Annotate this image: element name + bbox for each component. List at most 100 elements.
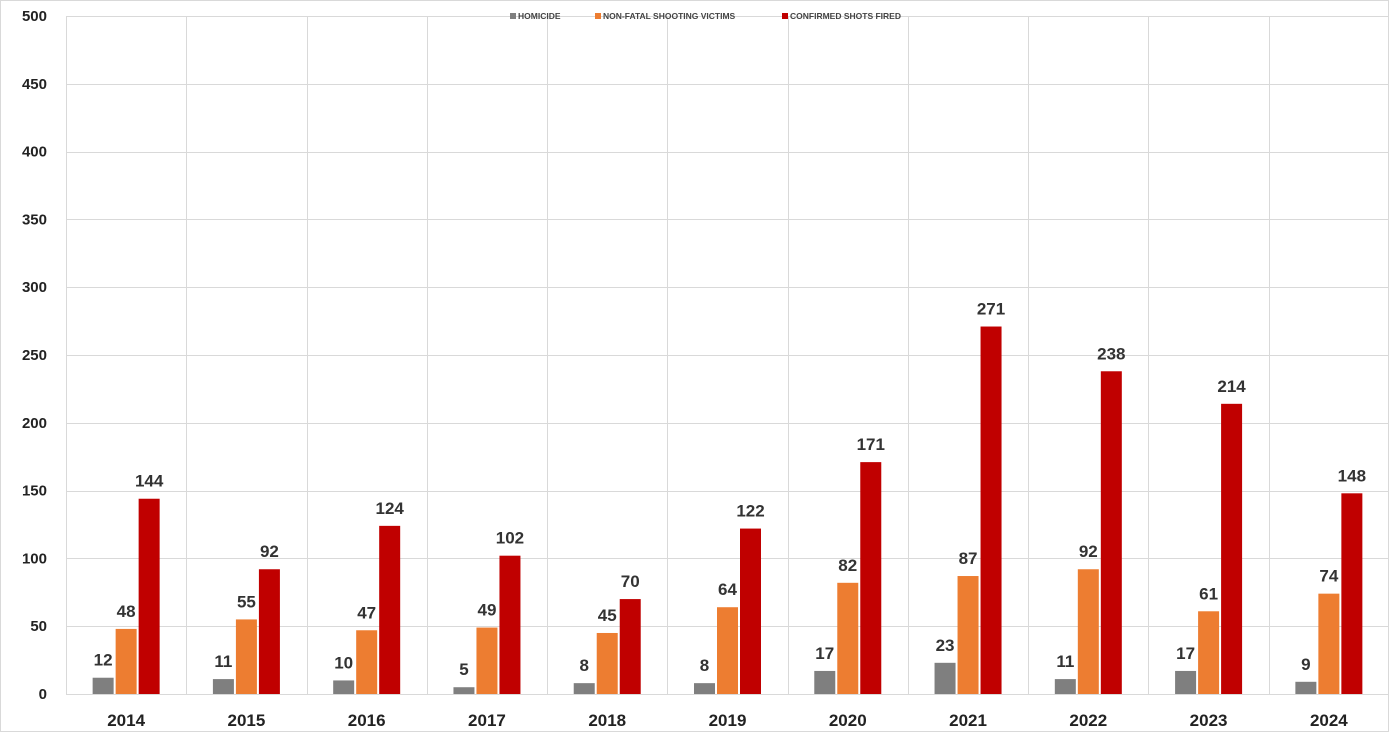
data-label: 148 xyxy=(1338,466,1366,485)
legend: HOMICIDE NON-FATAL SHOOTING VICTIMS CONFIR… xyxy=(510,11,901,21)
data-label: 124 xyxy=(375,499,404,518)
y-tick-label: 200 xyxy=(22,415,47,432)
x-tick-label: 2015 xyxy=(227,711,265,730)
x-tick-label: 2021 xyxy=(949,711,987,730)
data-label: 49 xyxy=(477,601,496,620)
bar-2016-series-2 xyxy=(379,525,401,694)
data-label: 8 xyxy=(579,656,588,675)
bar-2023-series-1 xyxy=(1198,611,1220,694)
y-axis: 0 50 100 150 200 250 300 350 400 450 500 xyxy=(22,8,47,703)
bar-2024-series-2 xyxy=(1341,493,1363,694)
data-label: 48 xyxy=(117,602,136,621)
data-label: 92 xyxy=(1079,542,1098,561)
data-label: 238 xyxy=(1097,344,1125,363)
bar-2017-series-0 xyxy=(453,687,475,694)
data-label: 8 xyxy=(700,656,709,675)
bar-2022-series-2 xyxy=(1100,371,1122,694)
x-tick-label: 2018 xyxy=(588,711,626,730)
x-tick-label: 2022 xyxy=(1069,711,1107,730)
bar-2024-series-0 xyxy=(1295,681,1317,694)
bar-2018-series-1 xyxy=(596,632,618,694)
data-label: 11 xyxy=(214,652,232,671)
data-label: 47 xyxy=(357,603,376,622)
data-label: 171 xyxy=(857,435,885,454)
data-label: 271 xyxy=(977,300,1005,319)
x-tick-label: 2016 xyxy=(348,711,386,730)
x-tick-label: 2014 xyxy=(107,711,145,730)
legend-entry: CONFIRMED SHOTS FIRED xyxy=(790,11,901,21)
bar-2020-series-1 xyxy=(837,582,859,694)
bar-2017-series-2 xyxy=(499,555,521,694)
data-label: 5 xyxy=(459,660,468,679)
y-tick-label: 400 xyxy=(22,144,47,161)
x-tick-label: 2023 xyxy=(1190,711,1228,730)
bar-2016-series-1 xyxy=(356,630,378,694)
data-label: 214 xyxy=(1217,377,1246,396)
data-label: 70 xyxy=(621,572,640,591)
bar-2020-series-0 xyxy=(814,670,836,694)
bar-2022-series-1 xyxy=(1077,569,1099,694)
legend-swatch xyxy=(595,13,601,19)
data-label: 45 xyxy=(598,606,617,625)
y-tick-label: 100 xyxy=(22,550,47,567)
bar-2021-series-1 xyxy=(957,576,979,694)
bar-2016-series-0 xyxy=(333,680,355,694)
bar-2023-series-0 xyxy=(1175,670,1197,694)
data-label: 61 xyxy=(1199,584,1218,603)
y-tick-label: 500 xyxy=(22,8,47,25)
bar-2014-series-1 xyxy=(115,628,137,694)
x-axis: 2014 2015 2016 2017 2018 2019 2020 2021 2022 2023… xyxy=(107,711,1348,730)
bar-2024-series-1 xyxy=(1318,593,1340,694)
bar-2019-series-0 xyxy=(694,683,715,694)
bar-2021-series-0 xyxy=(934,662,956,694)
data-label: 10 xyxy=(334,653,353,672)
bar-2021-series-2 xyxy=(980,326,1002,694)
gridlines xyxy=(66,16,1389,695)
data-label: 23 xyxy=(936,636,955,655)
data-label: 102 xyxy=(496,529,524,548)
data-label: 17 xyxy=(1176,644,1195,663)
x-tick-label: 2020 xyxy=(829,711,867,730)
data-label: 17 xyxy=(815,644,834,663)
y-tick-label: 50 xyxy=(30,618,47,635)
bar-2022-series-0 xyxy=(1054,679,1076,694)
data-label: 87 xyxy=(959,549,978,568)
data-label: 122 xyxy=(736,502,764,521)
x-tick-label: 2017 xyxy=(468,711,506,730)
data-label: 64 xyxy=(718,580,737,599)
y-tick-label: 250 xyxy=(22,347,47,364)
bar-2015-series-0 xyxy=(212,679,234,694)
bar-2017-series-1 xyxy=(476,627,498,694)
y-tick-label: 150 xyxy=(22,483,47,500)
legend-swatch xyxy=(782,13,788,19)
data-label: 12 xyxy=(94,651,113,670)
data-label: 55 xyxy=(237,592,256,611)
data-label: 11 xyxy=(1056,652,1074,671)
bar-2015-series-2 xyxy=(258,569,280,694)
bar-2019-series-1 xyxy=(717,607,738,694)
y-tick-label: 350 xyxy=(22,211,47,228)
legend-swatch xyxy=(510,13,516,19)
bars xyxy=(92,326,1363,694)
legend-entry: NON-FATAL SHOOTING VICTIMS xyxy=(603,11,736,21)
y-tick-label: 300 xyxy=(22,279,47,296)
bar-2015-series-1 xyxy=(235,619,257,694)
data-label: 9 xyxy=(1301,655,1310,674)
bar-2014-series-0 xyxy=(92,677,114,694)
bar-2020-series-2 xyxy=(860,462,882,694)
data-label: 144 xyxy=(135,472,164,491)
bar-2019-series-2 xyxy=(740,528,761,694)
x-tick-label: 2019 xyxy=(709,711,747,730)
y-tick-label: 450 xyxy=(22,76,47,93)
bar-2018-series-0 xyxy=(573,683,595,694)
legend-entry: HOMICIDE xyxy=(518,11,561,21)
bar-2018-series-2 xyxy=(619,599,641,694)
data-label: 82 xyxy=(838,556,857,575)
y-tick-label: 0 xyxy=(39,686,47,703)
data-label: 74 xyxy=(1319,567,1338,586)
bar-2023-series-2 xyxy=(1221,403,1243,694)
